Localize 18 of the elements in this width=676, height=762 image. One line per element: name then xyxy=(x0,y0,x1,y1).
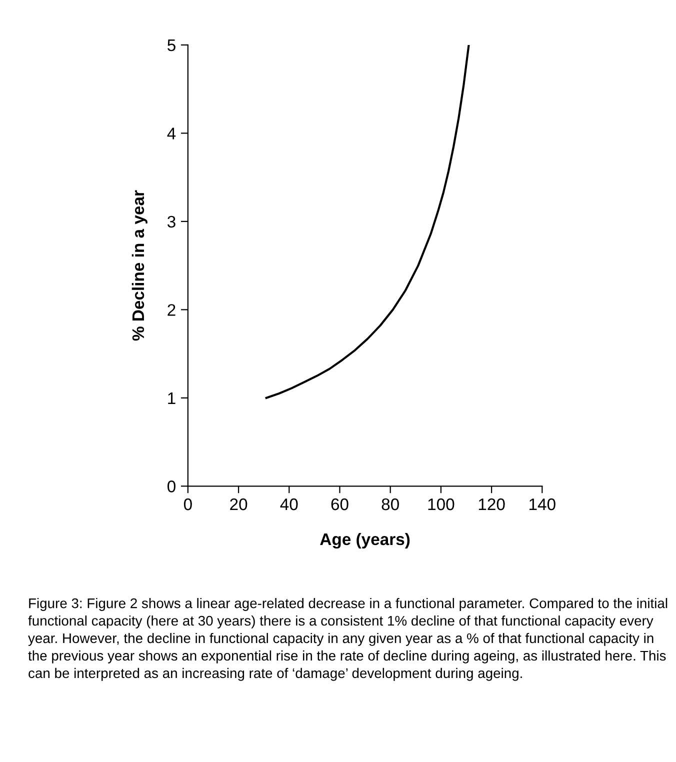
y-tick-label: 4 xyxy=(167,128,176,140)
x-tick-label: 60 xyxy=(331,498,348,510)
caption: Figure 3: Figure 2 shows a linear age-related decrease in a functional parameter. Compared to the initial functional capacity (here at 30 years) there is a consistent 1% decline of that functional capacity every year. However, the decline in functional capacity in any given year as a % of that functional capacity in the previous year shows an exponential rise in the rate of decline during ageing, as illustrated here. This can be interpreted as an increasing rate of ‘damage’ development during ageing. xyxy=(28,598,668,681)
y-tick-label: 0 xyxy=(168,480,176,492)
y-tick-label: 1 xyxy=(168,392,176,404)
x-axis-title: Age (years) xyxy=(320,532,410,549)
x-tick-label: 40 xyxy=(280,498,298,510)
y-tick-label: 2 xyxy=(168,304,176,316)
x-tick-label: 140 xyxy=(530,498,556,510)
y-tick-label: 3 xyxy=(167,216,176,228)
x-tick-label: 20 xyxy=(230,498,248,510)
y-axis-title: % Decline in a year xyxy=(132,190,148,341)
x-tick-label: 0 xyxy=(184,498,192,510)
x-tick-label: 120 xyxy=(478,498,505,510)
y-tick-label: 5 xyxy=(168,40,176,52)
x-tick-label: 100 xyxy=(428,498,454,510)
line-series xyxy=(265,44,470,399)
x-tick-label: 80 xyxy=(382,498,399,510)
